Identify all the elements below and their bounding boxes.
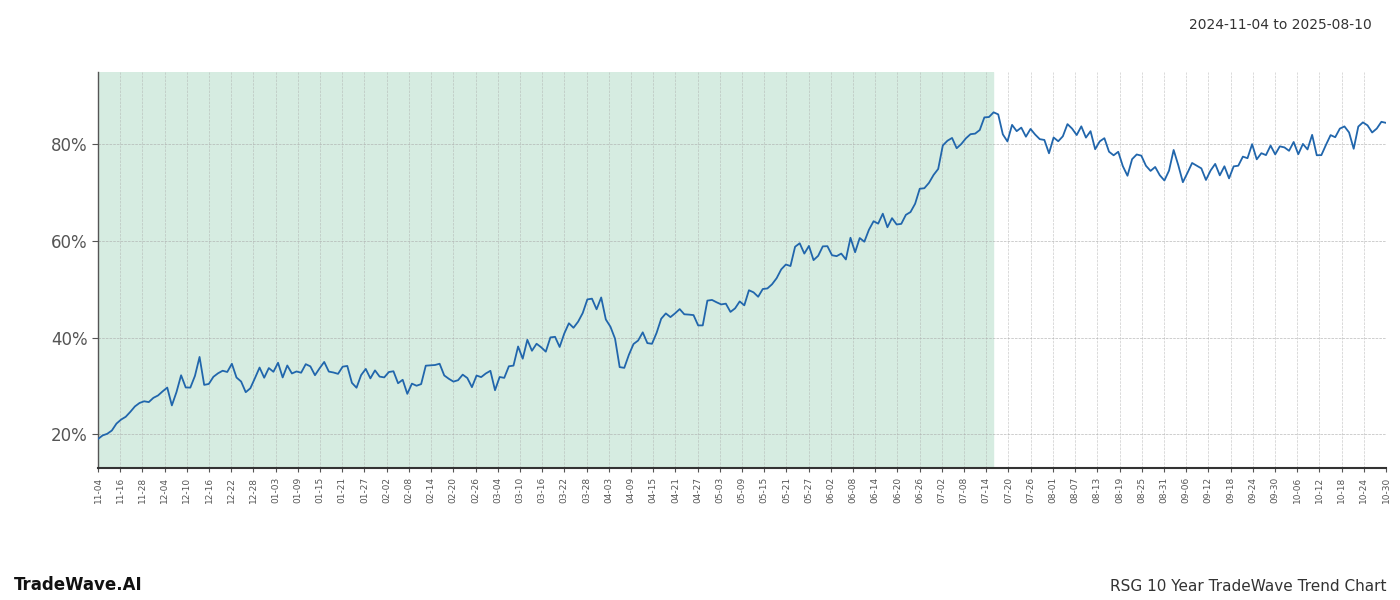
Text: 2024-11-04 to 2025-08-10: 2024-11-04 to 2025-08-10 [1189, 18, 1372, 32]
Bar [98, 72, 993, 468]
Text: RSG 10 Year TradeWave Trend Chart: RSG 10 Year TradeWave Trend Chart [1109, 579, 1386, 594]
Text: TradeWave.AI: TradeWave.AI [14, 576, 143, 594]
